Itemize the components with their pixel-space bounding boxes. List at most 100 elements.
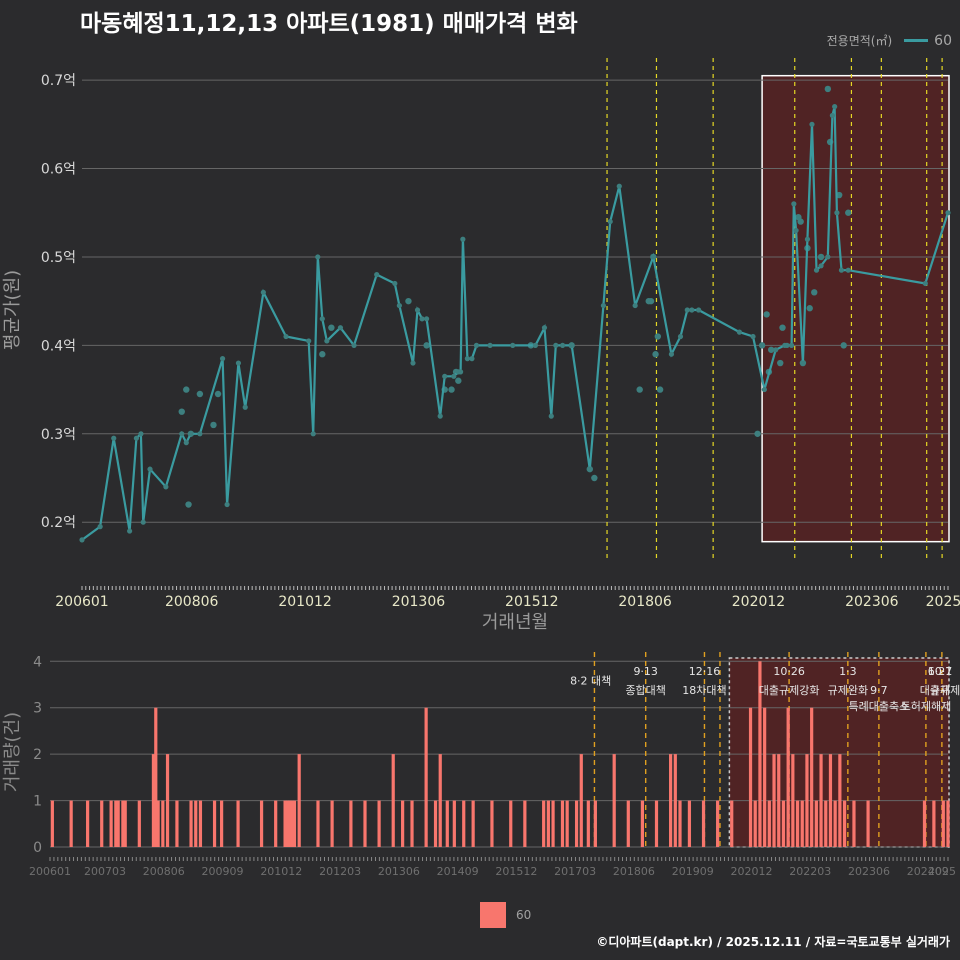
series-point — [773, 347, 779, 353]
bar — [654, 800, 659, 847]
bar — [833, 800, 837, 847]
policy-annotation: 9·7 — [870, 684, 888, 697]
series-point — [224, 501, 230, 508]
bar-x-tick-label: 201703 — [554, 865, 596, 878]
bar — [866, 800, 870, 847]
series-point — [111, 435, 117, 441]
bar — [137, 800, 141, 847]
scatter-point — [214, 390, 222, 398]
bar — [212, 800, 217, 847]
bar — [579, 754, 583, 847]
bar — [462, 800, 466, 847]
x-tick-label: 200806 — [165, 594, 219, 610]
bar — [154, 707, 158, 847]
policy-annotation: 대출규제강화 — [759, 684, 820, 697]
series-point — [761, 386, 767, 393]
bar — [814, 800, 818, 847]
series-point — [163, 484, 169, 490]
legend-top: 전용면적(㎡) 60 — [827, 32, 952, 49]
bar-x-tick-label: 200601 — [29, 865, 71, 878]
series-point — [451, 373, 457, 379]
series-point — [750, 333, 756, 340]
bar — [551, 800, 555, 847]
series-point — [838, 267, 845, 273]
bar-y-tick-label: 3 — [33, 701, 42, 717]
y-tick-label: 0.2억 — [41, 515, 76, 531]
series-point — [188, 431, 194, 437]
scatter-point — [656, 386, 664, 393]
series-point — [829, 112, 835, 119]
policy-annotation: 10·26 — [773, 665, 805, 678]
bar-x-tick-label: 201512 — [495, 865, 537, 878]
y-axis-title: 평균가(원) — [2, 270, 23, 350]
bar — [810, 707, 814, 847]
series-point — [945, 210, 951, 216]
bar — [509, 800, 513, 847]
scatter-point — [840, 342, 847, 349]
series-point — [315, 254, 321, 260]
bar — [69, 800, 73, 847]
bar-y-axis-title: 거래량(건) — [2, 712, 23, 792]
series-point — [219, 356, 226, 362]
series-point — [532, 342, 539, 348]
bar — [377, 800, 381, 847]
bar — [50, 800, 54, 847]
series-point — [616, 183, 622, 189]
policy-annotation: 대출규제 — [920, 684, 960, 697]
bar — [433, 800, 438, 847]
scatter-point — [423, 342, 430, 349]
bar-x-tick-label: 202306 — [848, 865, 890, 878]
series-point — [324, 338, 330, 344]
series-point — [541, 325, 548, 331]
bar — [151, 754, 156, 847]
series-point — [600, 302, 607, 309]
x-tick-label: 201306 — [392, 594, 446, 610]
series-point — [548, 413, 554, 419]
bar-x-tick-label: 202203 — [789, 865, 831, 878]
series-point — [183, 440, 189, 446]
bar — [391, 754, 395, 847]
series-point — [310, 431, 316, 437]
series-point — [587, 466, 593, 472]
bar — [100, 800, 104, 847]
bar — [330, 800, 334, 847]
x-tick-label: 202306 — [845, 594, 899, 610]
bar — [523, 800, 527, 847]
series-point — [791, 201, 797, 207]
scatter-point — [817, 253, 825, 261]
scatter-point — [636, 386, 643, 393]
series-point — [834, 210, 840, 216]
series-point — [560, 342, 566, 348]
x-axis-title: 거래년월 — [482, 612, 548, 633]
bar — [165, 754, 170, 847]
bar — [161, 800, 165, 847]
series-point — [337, 325, 344, 331]
series-point — [696, 307, 702, 313]
bar — [175, 800, 179, 847]
bar — [946, 800, 950, 847]
bar-x-tick-label: 201012 — [260, 865, 302, 878]
series-point — [242, 404, 248, 410]
series-point — [437, 413, 443, 419]
scatter-point — [845, 209, 852, 216]
series-point — [569, 342, 575, 348]
scatter-point — [591, 474, 598, 482]
bar-y-tick-label: 0 — [33, 840, 42, 856]
scatter-point — [806, 305, 813, 312]
bar-x-tick-label: 202012 — [730, 865, 772, 878]
scatter-point — [183, 386, 190, 393]
scatter-point — [647, 297, 655, 305]
series-point — [260, 289, 266, 295]
bar — [236, 800, 240, 847]
bar — [288, 800, 292, 847]
bar-x-tick-label: 201409 — [437, 865, 479, 878]
scatter-point — [758, 342, 766, 349]
bar — [424, 707, 428, 847]
series-point — [800, 360, 806, 366]
series-point — [510, 342, 516, 348]
series-point — [197, 431, 203, 437]
series-point — [79, 537, 85, 543]
bar — [922, 800, 927, 847]
series-point — [319, 316, 325, 322]
series-point — [138, 431, 144, 437]
